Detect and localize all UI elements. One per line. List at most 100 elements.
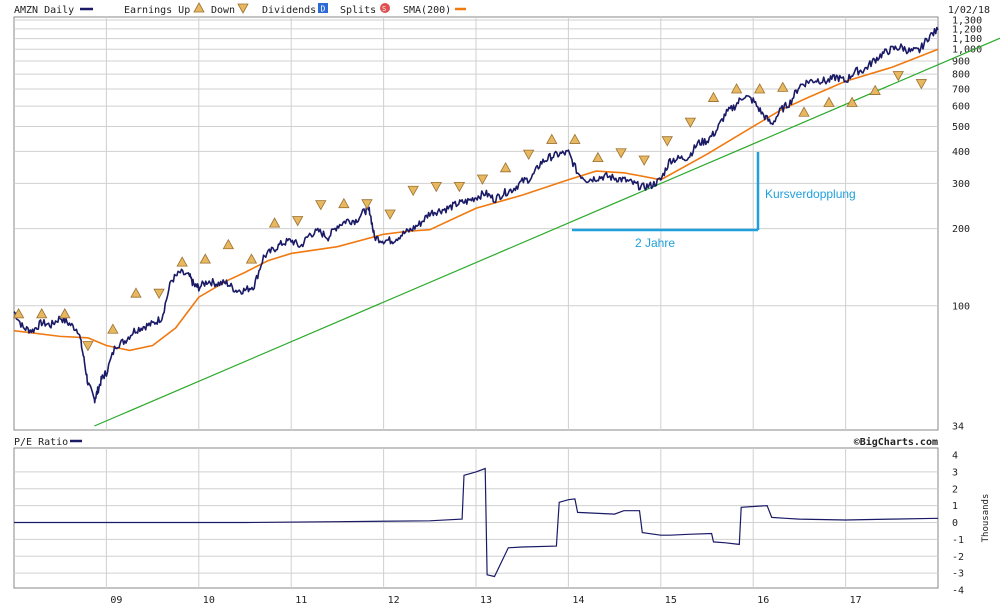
earnings-down-marker — [615, 148, 627, 159]
price-layer — [13, 26, 939, 404]
x-tick-label: 14 — [572, 595, 584, 606]
y-tick-label: 800 — [952, 70, 970, 81]
dividends-glyph: D — [321, 5, 326, 14]
earnings-up-marker — [730, 83, 743, 94]
y-tick-label: 700 — [952, 84, 970, 95]
earnings-up-marker — [107, 323, 119, 334]
earnings-up-icon — [193, 2, 205, 13]
pe-y-tick-label: 1 — [952, 501, 958, 512]
earnings-down-marker — [915, 79, 928, 90]
earnings-up-marker — [59, 308, 71, 319]
trendline — [94, 37, 1000, 427]
y-tick-label: 600 — [952, 102, 970, 113]
pe-title: P/E Ratio — [14, 437, 68, 448]
earnings-up-marker — [798, 106, 810, 117]
earnings-up-marker — [499, 161, 512, 173]
x-tick-label: 17 — [850, 595, 862, 606]
earnings-up-marker — [777, 81, 789, 92]
pe-y-tick-label: -2 — [952, 552, 964, 563]
x-tick-label: 13 — [480, 595, 492, 606]
earnings-down-marker — [522, 149, 535, 160]
doubling-label: Kursverdopplung — [765, 187, 856, 201]
earnings-up-marker — [753, 83, 766, 94]
earnings-up-marker — [592, 151, 604, 163]
x-tick-label: 16 — [757, 595, 769, 606]
symbol-label: AMZN Daily — [14, 5, 74, 16]
pe-grid — [14, 448, 938, 588]
earnings-down-marker — [153, 288, 165, 299]
earnings-down-marker — [291, 216, 304, 227]
pe-line — [14, 467, 939, 578]
splits-glyph: S — [382, 5, 386, 13]
earnings-up-marker — [569, 133, 581, 144]
chart-date: 1/02/18 — [948, 5, 990, 16]
earnings-up-marker — [130, 287, 142, 298]
earnings-down-marker — [684, 117, 697, 128]
y-tick-label: 500 — [952, 122, 970, 133]
earnings-up-marker — [846, 96, 858, 107]
y-tick-label: 400 — [952, 147, 970, 158]
earnings-down-icon — [237, 3, 249, 14]
pe-y-tick-label: 2 — [952, 484, 958, 495]
earnings-down-marker — [892, 71, 904, 82]
earnings-down-marker — [315, 200, 327, 211]
earnings-marker-layer — [12, 71, 928, 352]
pe-y-tick-label: -4 — [952, 586, 964, 597]
earnings-down-marker — [430, 181, 442, 193]
earnings-up-marker — [546, 133, 558, 144]
two-years-label: 2 Jahre — [635, 236, 675, 250]
earnings-down-marker — [476, 174, 489, 185]
y-tick-label: 1,100 — [952, 34, 982, 45]
earnings-up-marker — [268, 217, 281, 228]
y-tick-label: 1,000 — [952, 45, 982, 56]
x-tick-label: 10 — [203, 595, 215, 606]
pe-ylabel: Thousands — [981, 494, 991, 543]
y-tick-label: 200 — [952, 224, 970, 235]
pe-line-layer — [14, 467, 939, 578]
trendline-layer — [94, 37, 1000, 427]
price-grid — [14, 17, 938, 430]
earnings-up-marker — [823, 96, 835, 107]
earnings-up-marker — [338, 197, 350, 209]
legend-dividends-label: Dividends — [262, 5, 316, 16]
earnings-down-marker — [661, 136, 673, 147]
earnings-up-marker — [222, 238, 235, 250]
y-tick-label: 1,300 — [952, 16, 982, 27]
earnings-down-marker — [453, 181, 466, 193]
pe-y-tick-label: 4 — [952, 451, 958, 462]
earnings-up-marker — [707, 91, 720, 102]
dividends-icon: D — [318, 3, 328, 14]
earnings-up-marker — [36, 308, 48, 319]
y-tick-label: 1,200 — [952, 24, 982, 35]
legend-down-label: Down — [211, 5, 235, 16]
y-tick-label: 300 — [952, 179, 970, 190]
earnings-down-marker — [361, 199, 373, 210]
pe-y-tick-label: 0 — [952, 518, 958, 529]
legend-earnings-up-label: Earnings Up — [124, 5, 190, 16]
earnings-up-marker — [199, 253, 211, 264]
earnings-up-marker — [176, 256, 188, 267]
earnings-up-marker — [869, 84, 881, 95]
legend-sma-label: SMA(200) — [403, 5, 451, 16]
earnings-up-marker — [245, 253, 258, 264]
earnings-up-marker — [12, 308, 25, 319]
y-tick-label: 900 — [952, 56, 970, 67]
y-tick-label: 34 — [952, 422, 964, 433]
earnings-down-marker — [638, 155, 650, 166]
x-tick-label: 15 — [665, 595, 677, 606]
pe-y-axis: 4 3 2 1 0 -1 -2 -3 -4 — [952, 451, 964, 597]
price-line — [13, 26, 939, 404]
x-tick-label: 12 — [388, 595, 400, 606]
splits-icon: S — [380, 3, 390, 13]
x-axis: 09 10 11 12 13 14 15 16 17 — [110, 595, 861, 606]
earnings-down-marker — [82, 341, 94, 352]
pe-y-tick-label: -1 — [952, 535, 964, 546]
earnings-down-marker — [407, 185, 419, 197]
credit-label: ©BigCharts.com — [854, 436, 938, 448]
x-tick-label: 11 — [295, 595, 307, 606]
pe-y-tick-label: -3 — [952, 569, 964, 580]
x-tick-label: 09 — [110, 595, 122, 606]
